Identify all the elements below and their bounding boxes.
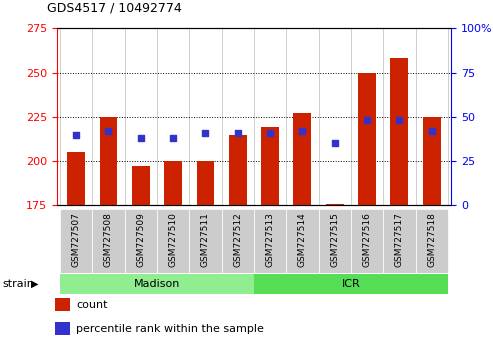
Bar — [326, 204, 344, 205]
Point — [428, 128, 436, 134]
Text: GSM727513: GSM727513 — [266, 212, 275, 267]
Text: ICR: ICR — [342, 279, 360, 289]
Text: GSM727509: GSM727509 — [136, 212, 145, 267]
Bar — [125, 209, 157, 273]
Bar — [423, 117, 441, 205]
Bar — [197, 161, 214, 205]
Text: GSM727517: GSM727517 — [395, 212, 404, 267]
Text: GSM727516: GSM727516 — [362, 212, 372, 267]
Bar — [100, 117, 117, 205]
Bar — [254, 209, 286, 273]
Bar — [55, 322, 70, 335]
Bar — [229, 135, 246, 205]
Bar — [351, 209, 383, 273]
Bar — [60, 274, 254, 294]
Text: percentile rank within the sample: percentile rank within the sample — [76, 324, 264, 334]
Point — [72, 132, 80, 137]
Bar — [55, 298, 70, 311]
Text: strain: strain — [2, 279, 35, 289]
Bar — [67, 152, 85, 205]
Point — [363, 118, 371, 123]
Bar — [416, 209, 448, 273]
Bar — [286, 209, 318, 273]
Point — [234, 130, 242, 136]
Text: GSM727508: GSM727508 — [104, 212, 113, 267]
Bar — [164, 161, 182, 205]
Bar — [293, 113, 311, 205]
Text: GSM727507: GSM727507 — [71, 212, 80, 267]
Bar — [132, 166, 150, 205]
Text: GSM727514: GSM727514 — [298, 212, 307, 267]
Text: count: count — [76, 300, 108, 310]
Bar — [358, 73, 376, 205]
Point — [266, 130, 274, 136]
Text: GSM727515: GSM727515 — [330, 212, 339, 267]
Bar — [390, 58, 408, 205]
Bar — [189, 209, 221, 273]
Text: ▶: ▶ — [31, 279, 38, 289]
Text: GSM727510: GSM727510 — [169, 212, 177, 267]
Text: GDS4517 / 10492774: GDS4517 / 10492774 — [47, 1, 181, 14]
Point — [105, 128, 112, 134]
Text: Madison: Madison — [134, 279, 180, 289]
Bar — [157, 209, 189, 273]
Point — [202, 130, 210, 136]
Bar — [92, 209, 125, 273]
Point — [331, 141, 339, 146]
Text: GSM727512: GSM727512 — [233, 212, 242, 267]
Point — [137, 135, 144, 141]
Point — [298, 128, 306, 134]
Bar — [383, 209, 416, 273]
Bar — [254, 274, 448, 294]
Bar — [60, 209, 92, 273]
Point — [395, 118, 403, 123]
Bar — [318, 209, 351, 273]
Text: GSM727511: GSM727511 — [201, 212, 210, 267]
Bar — [261, 127, 279, 205]
Bar — [221, 209, 254, 273]
Point — [169, 135, 177, 141]
Text: GSM727518: GSM727518 — [427, 212, 436, 267]
